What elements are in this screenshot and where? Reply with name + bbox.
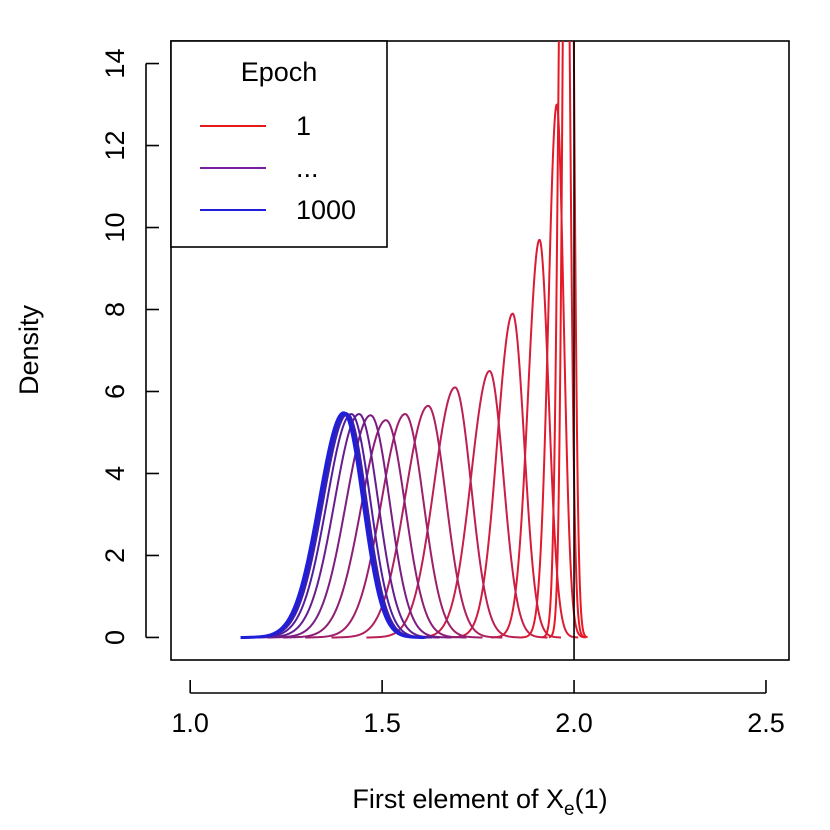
density-curve-6: [411, 370, 549, 639]
y-axis: 0 2 4 6 8 10 12 14: [100, 49, 159, 645]
y-tick-label: 14: [100, 49, 130, 79]
legend: Epoch 1... 1000: [170, 40, 388, 248]
density-curve-10: [282, 419, 467, 639]
x-tick-label: 2.0: [555, 708, 593, 738]
density-curve-4: [490, 238, 579, 639]
legend-entry-label: ...: [296, 153, 319, 183]
density-curve-11: [267, 414, 452, 639]
y-axis-label: Density: [14, 304, 44, 395]
density-curve-7: [366, 386, 524, 639]
density-curve-1: [548, 41, 589, 639]
x-axis-label: First element of Xe(1): [352, 784, 607, 820]
density-curve-2: [541, 41, 587, 639]
density-curve-16: [239, 411, 426, 639]
legend-entry-label: 1000: [296, 195, 356, 225]
x-tick-label: 2.5: [747, 708, 785, 738]
legend-box: [170, 40, 388, 248]
legend-title: Epoch: [241, 57, 318, 87]
y-tick-label: 6: [100, 384, 130, 399]
x-tick-label: 1.5: [363, 708, 401, 738]
y-tick-label: 12: [100, 131, 130, 161]
density-curve-8: [331, 404, 503, 639]
density-curve-5: [447, 312, 562, 639]
density-curves: [239, 41, 589, 639]
density-curve-13: [248, 413, 433, 639]
x-tick-label: 1.0: [171, 708, 209, 738]
y-tick-label: 4: [100, 466, 130, 481]
density-curve-12: [255, 413, 440, 639]
y-tick-label: 10: [100, 212, 130, 242]
density-curve-3: [520, 103, 587, 639]
y-tick-label: 0: [100, 630, 130, 645]
x-axis: 1.0 1.5 2.0 2.5: [171, 680, 785, 738]
y-tick-label: 2: [100, 548, 130, 563]
y-tick-label: 8: [100, 302, 130, 317]
legend-entry-label: 1: [296, 111, 311, 141]
plot-frame: [170, 40, 790, 661]
